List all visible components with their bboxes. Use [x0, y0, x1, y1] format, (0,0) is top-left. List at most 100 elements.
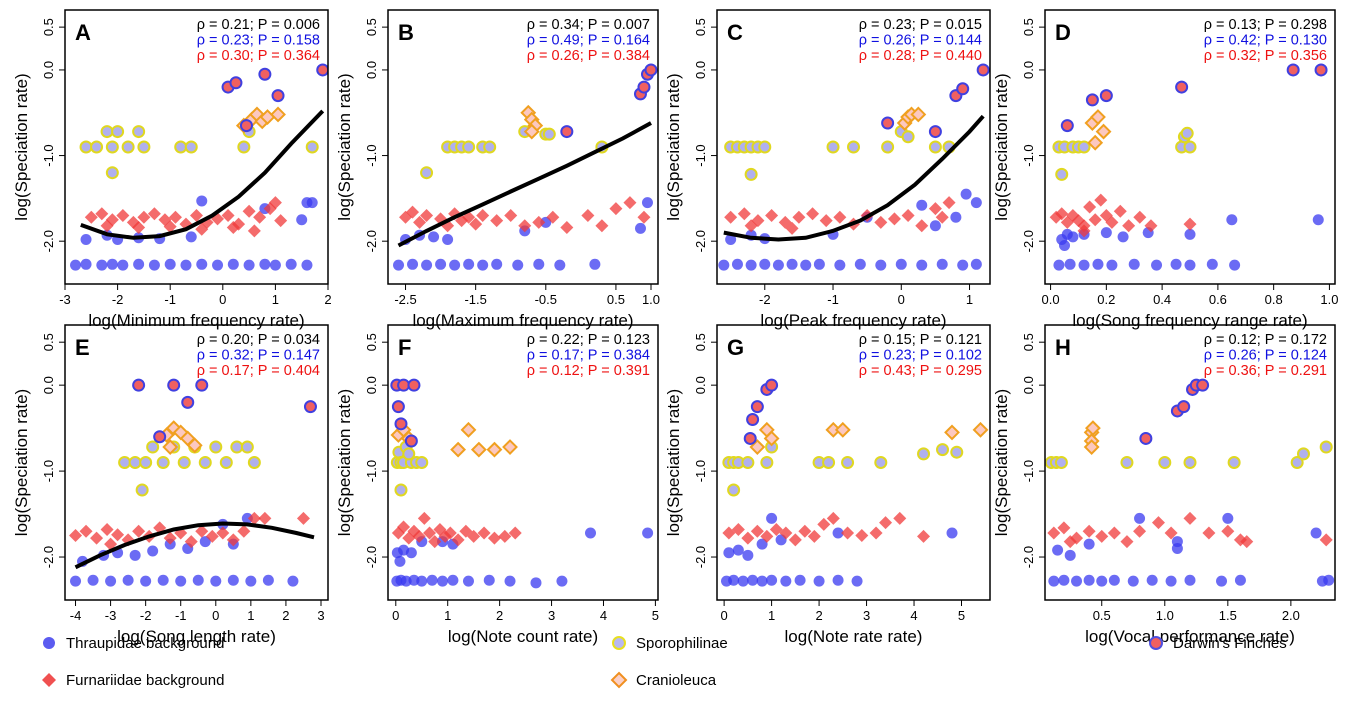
furnariidae-point: [826, 511, 840, 525]
darwin-point: [132, 378, 146, 392]
x-tick-label: 2: [496, 608, 503, 623]
sporophilinae-point: [1180, 126, 1194, 140]
thraupidae-point: [1216, 575, 1228, 587]
cranioleuca-point: [910, 106, 927, 123]
stats-line: ρ = 0.26; P = 0.124: [1204, 348, 1327, 364]
sporophilinae-point: [111, 125, 125, 139]
sporophilinae-point: [137, 140, 151, 154]
furnariidae-point: [546, 210, 560, 224]
furnariidae-point: [84, 210, 98, 224]
thraupidae-point: [554, 259, 566, 271]
stats-line: ρ = 0.36; P = 0.291: [1204, 363, 1327, 379]
cranioleuca-point: [486, 441, 503, 458]
sporophilinae-point: [841, 456, 855, 469]
furnariidae-point: [1183, 511, 1197, 525]
stats-line: ρ = 0.26; P = 0.144: [859, 33, 982, 49]
furnariidae-point: [420, 209, 434, 222]
cranioleuca-point: [1087, 134, 1104, 151]
thraupidae-point: [87, 574, 99, 586]
thraupidae-point: [851, 575, 863, 587]
panel-letter: C: [727, 20, 743, 45]
thraupidae-point: [80, 258, 92, 270]
legend-item: Thraupidae background: [40, 634, 224, 652]
x-tick-label: -2: [759, 292, 771, 307]
y-axis-label: log(Speciation rate): [992, 73, 1011, 220]
y-axis-label: log(Speciation rate): [12, 73, 31, 220]
x-tick-label: 0.5: [607, 292, 625, 307]
furnariidae-point: [935, 210, 949, 224]
thraupidae-point: [540, 216, 552, 228]
furnariidae-point: [928, 202, 942, 216]
furnariidae-point: [163, 531, 177, 545]
furnariidae-point: [477, 526, 491, 540]
thraupidae-point: [533, 258, 545, 270]
sporophilinae-point: [146, 440, 160, 454]
thraupidae-point: [1134, 512, 1146, 524]
sporophilinae-point: [1077, 140, 1091, 154]
thraupidae-point: [1229, 259, 1241, 271]
panel-frame: [64, 9, 329, 285]
panel-A: -3 -2 -1 0 1 2 -2.0 -1.0 0.0 0.5 log(Minimum frequ…: [12, 9, 332, 330]
furnariidae-point: [1183, 217, 1197, 231]
x-tick-label: -2.5: [394, 292, 416, 307]
thraupidae-point: [106, 258, 118, 270]
furnariidae-point: [765, 209, 779, 222]
stats-line: ρ = 0.17; P = 0.384: [527, 348, 650, 364]
furnariidae-point: [833, 210, 847, 224]
thraupidae-point: [164, 258, 176, 270]
furnariidae-point: [1055, 207, 1069, 221]
x-tick-label: -1: [164, 292, 176, 307]
y-tick-label: 0.5: [364, 18, 379, 36]
furnariidae-point: [1164, 526, 1178, 540]
thraupidae-point: [1053, 259, 1065, 271]
sporophilinae-point: [1290, 456, 1304, 469]
thraupidae-point: [1108, 574, 1120, 586]
x-tick-label: 1: [247, 608, 254, 623]
y-tick-label: 0.5: [41, 333, 56, 351]
thraupidae-point: [407, 258, 419, 270]
legend-label: Furnariidae background: [66, 671, 225, 689]
thraupidae-point: [936, 258, 948, 270]
thraupidae-point: [1312, 214, 1324, 226]
stats-line: ρ = 0.22; P = 0.123: [527, 332, 650, 348]
plot-area: [393, 63, 658, 271]
thraupidae-point: [1226, 214, 1238, 226]
furnariidae-point: [741, 531, 755, 545]
sporophilinae-point: [950, 445, 964, 459]
thraupidae-point: [394, 555, 406, 567]
y-tick-label: 0.0: [41, 61, 56, 79]
panel-frame: [716, 324, 991, 601]
furnariidae-point: [1133, 524, 1147, 538]
y-tick-label: -2.0: [693, 546, 708, 568]
furnariidae-point: [1122, 219, 1136, 233]
thraupidae-point: [1059, 239, 1071, 251]
furnariidae-point: [423, 526, 437, 540]
x-tick-label: -4: [70, 608, 82, 623]
thraupidae-point: [718, 259, 730, 271]
y-tick-label: 0.0: [693, 61, 708, 79]
panel-C: -2 -1 0 1 -2.0 -1.0 0.0 0.5 log(Peak frequency r…: [664, 9, 991, 330]
furnariidae-point: [100, 523, 114, 537]
x-tick-label: 2.0: [1282, 608, 1300, 623]
darwin-point: [195, 378, 209, 392]
furnariidae-point: [879, 516, 893, 530]
darwin-point: [239, 119, 253, 133]
thraupidae-point: [435, 258, 447, 270]
sporophilinae-point: [744, 167, 758, 181]
darwin-point: [397, 378, 411, 392]
y-tick-label: 0.0: [1021, 376, 1036, 394]
cranioleuca-point: [763, 430, 780, 447]
x-tick-label: 0: [212, 608, 219, 623]
panel-frame: [1044, 324, 1336, 601]
darwin-point: [316, 63, 328, 77]
cranioleuca-point: [460, 421, 477, 438]
legend-symbol: [612, 636, 626, 650]
stats-line: ρ = 0.17; P = 0.404: [197, 363, 320, 379]
sporophilinae-point: [139, 456, 153, 469]
furnariidae-point: [887, 212, 901, 226]
stats-line: ρ = 0.42; P = 0.130: [1204, 33, 1327, 49]
furnariidae-point: [242, 204, 256, 218]
thraupidae-point: [832, 574, 844, 586]
furnariidae-point: [798, 524, 812, 538]
x-tick-label: 1: [444, 608, 451, 623]
